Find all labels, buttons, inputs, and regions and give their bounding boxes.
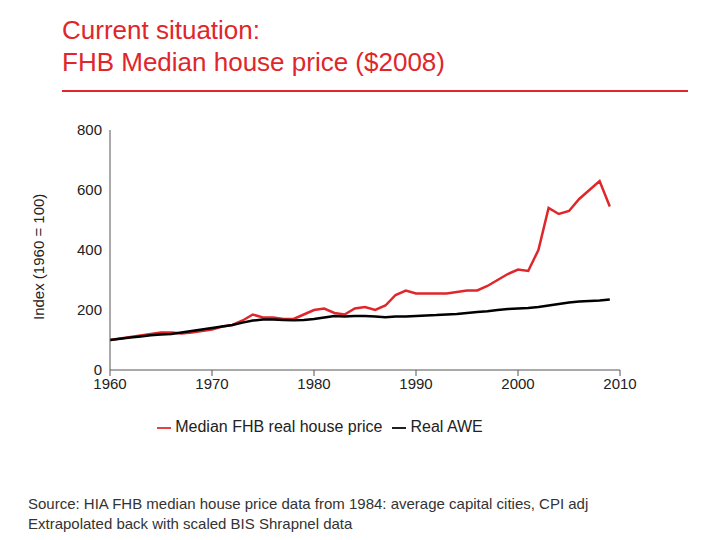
svg-text:2000: 2000 bbox=[501, 375, 534, 392]
html-text:FHB Median house price ($2008): FHB Median house price ($2008) bbox=[62, 47, 445, 77]
svg-text:1960: 1960 bbox=[93, 374, 127, 392]
svg-text:1980: 1980 bbox=[297, 375, 330, 392]
svg-text:800: 800 bbox=[77, 121, 102, 138]
html-text:Real AWE: Real AWE bbox=[410, 418, 483, 435]
svg-text:0: 0 bbox=[94, 361, 102, 378]
html-text:Extrapolated back with scaled: Extrapolated back with scaled BIS Shrapn… bbox=[28, 515, 353, 532]
svg-text:1970: 1970 bbox=[195, 375, 228, 392]
svg-text:400: 400 bbox=[77, 241, 102, 258]
svg-text:600: 600 bbox=[77, 181, 102, 198]
svg-text:2010: 2010 bbox=[603, 375, 636, 392]
html-text:Current situation:: Current situation: bbox=[62, 15, 260, 45]
svg-text:1990: 1990 bbox=[399, 375, 432, 392]
html-text:Median FHB real house price: Median FHB real house price bbox=[175, 418, 383, 435]
svg-text:Index (1960 = 100): Index (1960 = 100) bbox=[30, 194, 47, 320]
html-text:Source: HIA FHB median house p: Source: HIA FHB median house price data … bbox=[28, 495, 589, 512]
svg-text:200: 200 bbox=[77, 301, 102, 318]
